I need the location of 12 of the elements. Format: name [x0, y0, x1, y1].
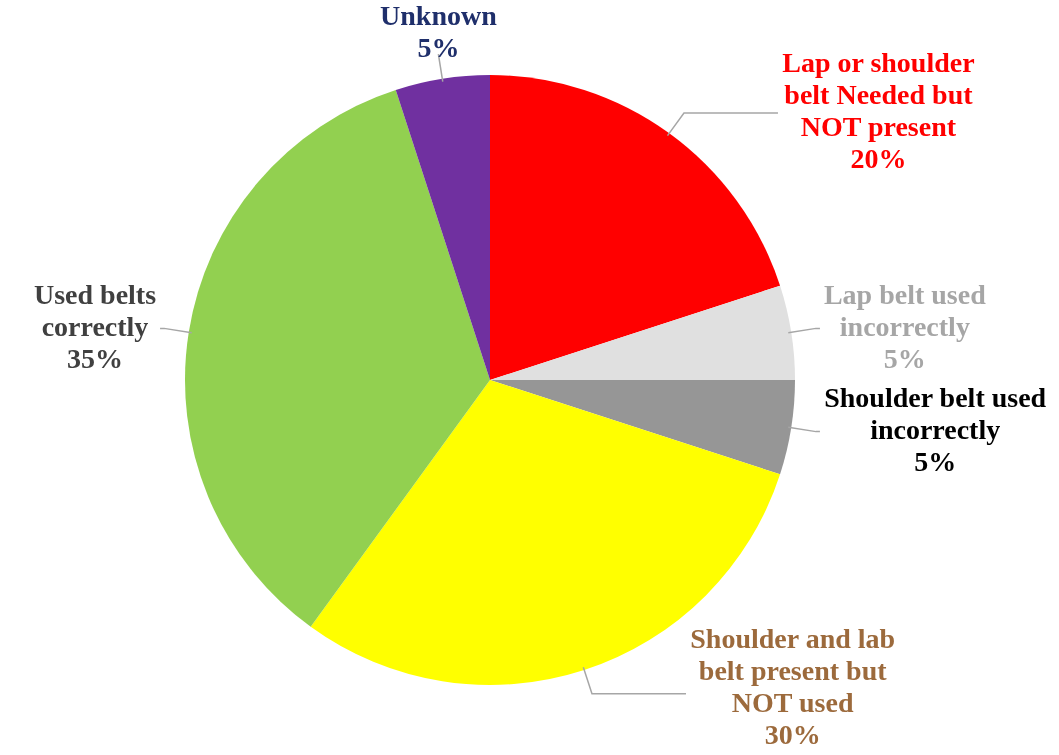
slice-label: Shoulder and lab belt present but NOT used [690, 623, 896, 719]
data-label: 5% [914, 445, 957, 477]
slice-label: Lap belt used incorrectly [823, 278, 987, 342]
slice-label: Used belts correctly [33, 278, 157, 342]
data-label: 30% [764, 719, 821, 751]
slice-label: Lap or shoulder belt Needed but NOT present [782, 47, 975, 143]
data-label: 35% [67, 342, 123, 374]
data-label: 5% [883, 342, 926, 374]
slice-label: Unknown [380, 0, 498, 32]
data-label: 5% [417, 32, 460, 64]
data-label: 20% [850, 143, 907, 175]
slice-label: Shoulder belt used incorrectly [824, 381, 1047, 445]
